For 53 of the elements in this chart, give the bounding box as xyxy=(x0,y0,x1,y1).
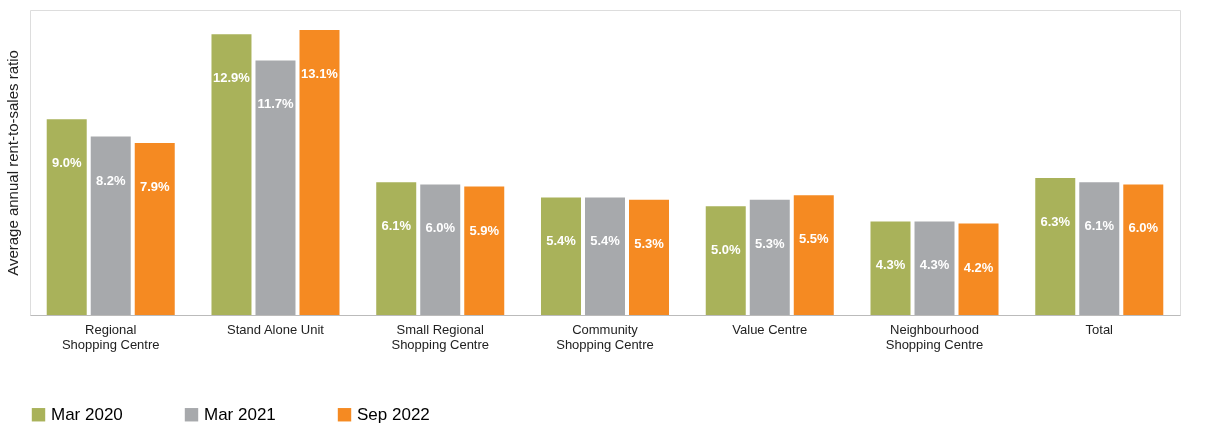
data-label: 4.3% xyxy=(875,257,906,273)
bar xyxy=(1035,177,1076,315)
data-label: 5.3% xyxy=(754,235,786,251)
data-label: 7.9% xyxy=(139,179,170,195)
data-label: 9.0% xyxy=(51,155,82,171)
bar xyxy=(629,199,670,315)
data-label: 5.5% xyxy=(798,231,830,247)
x-tick-label: Value Centre xyxy=(732,321,808,337)
x-tick-label: Stand Alone Unit xyxy=(227,321,325,337)
x-tick-label: Small Regional Shopping Centre xyxy=(391,321,490,352)
y-axis-title: Average annual rent-to-sales ratio xyxy=(3,50,21,276)
data-label: 11.7% xyxy=(257,96,294,112)
bar xyxy=(585,197,625,315)
bar xyxy=(540,197,581,315)
bar xyxy=(870,221,911,315)
bar xyxy=(1079,182,1120,315)
data-label: 6.3% xyxy=(1040,213,1071,229)
bar xyxy=(1123,184,1164,315)
data-label: 6.1% xyxy=(381,218,412,234)
data-label: 5.9% xyxy=(469,222,500,238)
bar xyxy=(958,223,999,315)
legend-label: Sep 2022 xyxy=(357,404,430,424)
bar xyxy=(299,29,340,315)
x-tick-label: Neighbourhood Shopping Centre xyxy=(885,321,984,352)
data-label: 6.0% xyxy=(1128,220,1159,236)
bar xyxy=(749,199,790,315)
data-label: 5.4% xyxy=(590,233,621,249)
bar xyxy=(211,34,252,315)
data-label: 5.4% xyxy=(546,233,577,249)
bar xyxy=(255,60,296,315)
x-tick-label: Community Shopping Centre xyxy=(556,321,654,352)
bar xyxy=(914,221,955,315)
data-label: 4.3% xyxy=(919,257,950,273)
legend-label: Mar 2020 xyxy=(51,404,123,424)
x-tick-label: Total xyxy=(1085,321,1114,337)
bar xyxy=(376,182,417,315)
x-tick-label: Regional Shopping Centre xyxy=(61,321,160,352)
data-label: 6.0% xyxy=(425,220,456,236)
bar xyxy=(464,186,505,315)
bar xyxy=(134,143,175,315)
data-label: 5.0% xyxy=(710,242,741,258)
bar xyxy=(46,119,87,315)
bar xyxy=(705,206,746,315)
data-label: 4.2% xyxy=(963,259,994,275)
data-label: 12.9% xyxy=(213,70,251,86)
data-label: 13.1% xyxy=(301,65,339,81)
data-label: 8.2% xyxy=(95,172,126,188)
data-label: 5.3% xyxy=(634,235,665,251)
bar xyxy=(420,184,461,315)
bar xyxy=(793,195,834,315)
data-label: 6.1% xyxy=(1084,218,1115,234)
legend-label: Mar 2021 xyxy=(204,404,276,424)
bar xyxy=(90,136,131,315)
